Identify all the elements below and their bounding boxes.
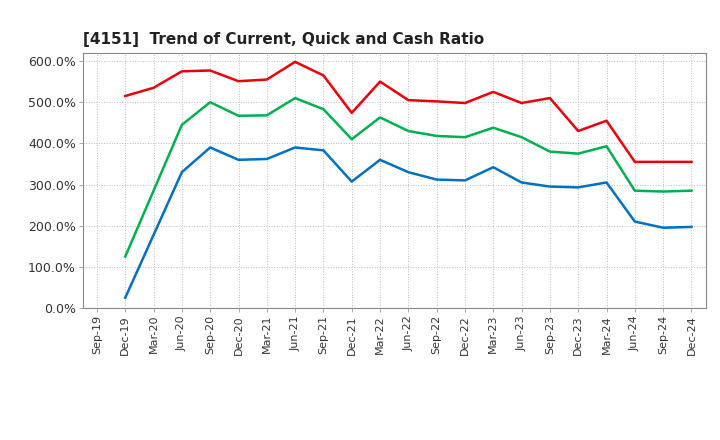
Cash Ratio <box>348 179 356 184</box>
Current Ratio <box>404 98 413 103</box>
Current Ratio <box>234 79 243 84</box>
Current Ratio <box>687 159 696 165</box>
Current Ratio <box>376 79 384 84</box>
Line: Current Ratio: Current Ratio <box>125 62 691 162</box>
Quick Ratio <box>517 135 526 140</box>
Current Ratio <box>659 159 667 165</box>
Quick Ratio <box>206 99 215 105</box>
Cash Ratio <box>376 157 384 162</box>
Cash Ratio <box>631 219 639 224</box>
Quick Ratio <box>432 133 441 139</box>
Cash Ratio <box>659 225 667 231</box>
Current Ratio <box>461 100 469 106</box>
Cash Ratio <box>602 180 611 185</box>
Current Ratio <box>546 95 554 101</box>
Cash Ratio <box>517 180 526 185</box>
Cash Ratio <box>263 156 271 161</box>
Quick Ratio <box>687 188 696 193</box>
Current Ratio <box>206 68 215 73</box>
Cash Ratio <box>319 148 328 153</box>
Quick Ratio <box>234 113 243 118</box>
Quick Ratio <box>574 151 582 156</box>
Current Ratio <box>574 128 582 134</box>
Quick Ratio <box>489 125 498 130</box>
Quick Ratio <box>263 113 271 118</box>
Cash Ratio <box>432 177 441 182</box>
Quick Ratio <box>546 149 554 154</box>
Cash Ratio <box>291 145 300 150</box>
Quick Ratio <box>659 189 667 194</box>
Cash Ratio <box>234 157 243 162</box>
Current Ratio <box>489 89 498 95</box>
Quick Ratio <box>631 188 639 193</box>
Current Ratio <box>517 100 526 106</box>
Cash Ratio <box>206 145 215 150</box>
Current Ratio <box>178 69 186 74</box>
Cash Ratio <box>489 165 498 170</box>
Current Ratio <box>291 59 300 65</box>
Quick Ratio <box>348 136 356 142</box>
Quick Ratio <box>376 115 384 120</box>
Quick Ratio <box>291 95 300 101</box>
Current Ratio <box>149 85 158 91</box>
Cash Ratio <box>687 224 696 230</box>
Current Ratio <box>263 77 271 82</box>
Cash Ratio <box>121 295 130 301</box>
Current Ratio <box>602 118 611 123</box>
Cash Ratio <box>404 169 413 175</box>
Current Ratio <box>121 93 130 99</box>
Line: Cash Ratio: Cash Ratio <box>125 147 691 298</box>
Quick Ratio <box>461 135 469 140</box>
Quick Ratio <box>121 254 130 259</box>
Current Ratio <box>432 99 441 104</box>
Text: [4151]  Trend of Current, Quick and Cash Ratio: [4151] Trend of Current, Quick and Cash … <box>83 33 484 48</box>
Cash Ratio <box>461 178 469 183</box>
Cash Ratio <box>574 185 582 190</box>
Quick Ratio <box>319 106 328 112</box>
Current Ratio <box>631 159 639 165</box>
Current Ratio <box>319 73 328 78</box>
Line: Quick Ratio: Quick Ratio <box>125 98 691 257</box>
Cash Ratio <box>178 169 186 175</box>
Quick Ratio <box>602 143 611 149</box>
Current Ratio <box>348 110 356 116</box>
Quick Ratio <box>404 128 413 134</box>
Cash Ratio <box>546 184 554 189</box>
Quick Ratio <box>178 122 186 128</box>
